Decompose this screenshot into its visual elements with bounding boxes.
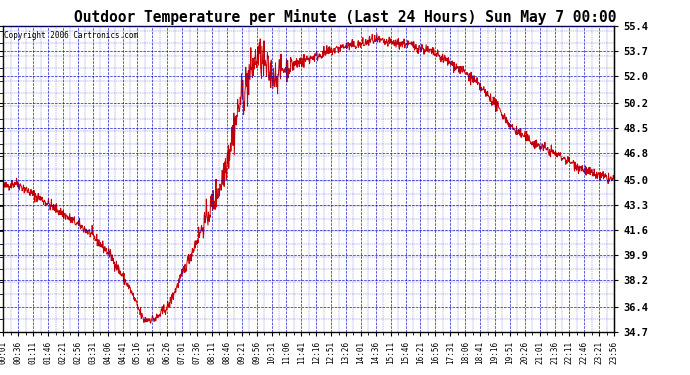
Text: Copyright 2006 Cartronics.com: Copyright 2006 Cartronics.com xyxy=(4,31,138,40)
Text: Outdoor Temperature per Minute (Last 24 Hours) Sun May 7 00:00: Outdoor Temperature per Minute (Last 24 … xyxy=(74,9,616,26)
